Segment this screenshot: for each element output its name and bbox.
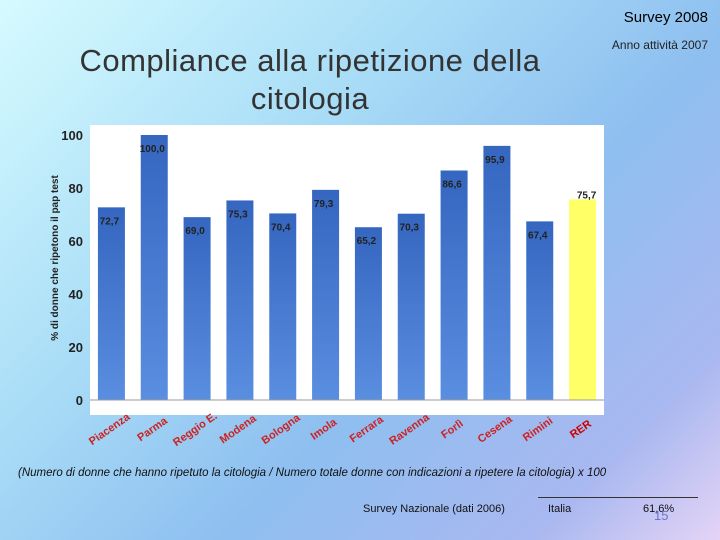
y-tick-label: 60 xyxy=(69,234,83,249)
bar xyxy=(526,221,554,400)
x-category-label: Piacenza xyxy=(87,411,133,448)
bar-value-label: 100,0 xyxy=(140,144,165,155)
bar-value-label: 69,0 xyxy=(185,226,205,237)
survey-national-label: Survey Nazionale (dati 2006) xyxy=(363,503,505,515)
bar xyxy=(226,200,254,400)
bar-chart: 0 20 40 60 80 100 72,7 100,0 69,0 75,3 70,4 79,3 65… xyxy=(50,125,604,450)
bar-value-label: 95,9 xyxy=(485,155,505,166)
x-category-label: RER xyxy=(568,418,594,441)
survey-year-label: Survey 2008 xyxy=(623,9,708,26)
bar xyxy=(97,207,125,400)
bar-value-label: 65,2 xyxy=(357,236,377,247)
activity-year-label: Anno attività 2007 xyxy=(611,38,708,52)
y-tick-label: 40 xyxy=(69,287,83,302)
bar xyxy=(440,170,468,400)
bar-value-label: 86,6 xyxy=(442,180,462,191)
x-category-label: Imola xyxy=(309,416,340,443)
bar xyxy=(483,145,511,400)
bar xyxy=(312,189,340,400)
x-category-label: Ravenna xyxy=(387,411,432,448)
footer-divider xyxy=(538,497,698,498)
bar-value-label: 75,3 xyxy=(228,209,248,220)
bar-value-label: 70,4 xyxy=(271,222,291,233)
formula-footnote: (Numero di donne che hanno ripetuto la c… xyxy=(18,467,607,479)
x-category-label: Forlì xyxy=(439,418,465,442)
x-category-label: Reggio E. xyxy=(171,410,219,449)
bar-value-label: 72,7 xyxy=(100,216,120,227)
bar xyxy=(269,213,297,400)
plot-area xyxy=(90,125,604,415)
bar-value-label: 67,4 xyxy=(528,230,548,241)
y-tick-label: 20 xyxy=(69,340,83,355)
y-tick-label: 0 xyxy=(76,393,83,408)
y-tick-label: 80 xyxy=(69,181,83,196)
y-tick-label: 100 xyxy=(61,128,83,143)
y-axis-label: % di donne che ripetono il pap test xyxy=(50,175,61,341)
x-category-label: Rimini xyxy=(521,415,555,444)
bar xyxy=(354,227,382,400)
x-category-label: Ferrara xyxy=(348,413,387,445)
bar-value-label: 79,3 xyxy=(314,199,334,210)
x-category-label: Cesena xyxy=(476,413,516,446)
italia-value: 61,6% xyxy=(643,503,675,515)
bar xyxy=(569,199,597,400)
bar-value-label: 75,7 xyxy=(577,190,597,201)
x-category-label: Bologna xyxy=(260,412,304,448)
x-category-label: Parma xyxy=(135,414,170,444)
bar xyxy=(183,217,211,400)
bar xyxy=(140,135,168,400)
italia-label: Italia xyxy=(548,503,572,515)
bar-value-label: 70,3 xyxy=(400,223,420,234)
page-number: 15 xyxy=(654,508,669,523)
bar xyxy=(397,213,425,400)
x-category-label: Modena xyxy=(218,412,260,446)
page-title: Compliance alla ripetizione della citolo… xyxy=(79,43,541,116)
